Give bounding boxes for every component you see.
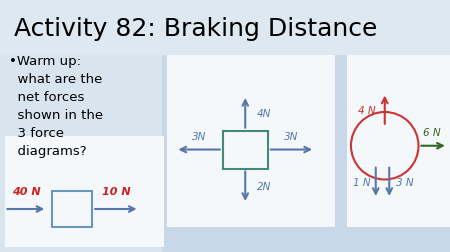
Text: 10 N: 10 N: [102, 186, 130, 197]
Text: 3 N: 3 N: [396, 177, 414, 187]
FancyBboxPatch shape: [346, 55, 450, 227]
Text: •Warm up:
  what are the
  net forces
  shown in the
  3 force
  diagrams?: •Warm up: what are the net forces shown …: [9, 54, 103, 157]
Text: 40 N: 40 N: [12, 186, 40, 197]
Text: 3N: 3N: [192, 131, 206, 141]
Text: 4N: 4N: [256, 108, 271, 118]
FancyBboxPatch shape: [166, 55, 335, 227]
Bar: [52, 192, 92, 227]
FancyBboxPatch shape: [0, 0, 450, 55]
Text: 1 N: 1 N: [353, 177, 371, 187]
FancyBboxPatch shape: [4, 136, 164, 247]
Text: 4 N: 4 N: [358, 105, 376, 115]
Text: 2N: 2N: [256, 181, 271, 192]
Text: 6 N: 6 N: [423, 127, 441, 137]
Text: 3N: 3N: [284, 131, 298, 141]
Bar: [223, 131, 268, 169]
FancyBboxPatch shape: [0, 55, 162, 252]
Text: Activity 82: Braking Distance: Activity 82: Braking Distance: [14, 17, 377, 41]
